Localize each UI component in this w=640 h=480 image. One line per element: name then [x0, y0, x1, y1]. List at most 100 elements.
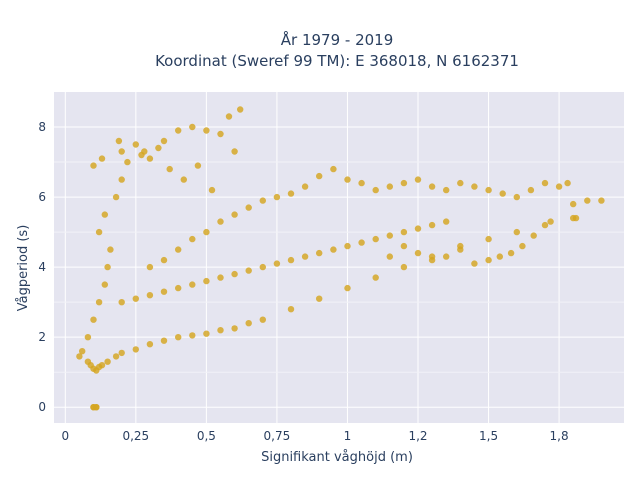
data-point — [101, 211, 109, 218]
data-point — [107, 246, 114, 253]
y-tick-label: 8 — [38, 120, 46, 134]
data-point — [98, 362, 106, 369]
data-point — [231, 211, 238, 218]
data-point — [231, 325, 238, 332]
data-point — [225, 113, 233, 120]
data-point — [572, 214, 580, 222]
data-point — [175, 284, 182, 292]
data-point — [79, 348, 86, 355]
data-point — [287, 306, 295, 313]
y-tick-label: 6 — [38, 190, 46, 204]
data-point — [485, 256, 492, 264]
data-point — [101, 281, 109, 288]
data-point — [259, 197, 266, 204]
data-points — [76, 106, 605, 411]
data-point — [93, 404, 100, 411]
data-point — [344, 176, 351, 183]
data-point — [301, 183, 309, 190]
data-point — [443, 253, 450, 260]
data-point — [217, 130, 224, 138]
data-point — [513, 228, 520, 236]
data-point — [160, 337, 168, 344]
data-point — [344, 284, 351, 292]
data-point — [84, 334, 92, 341]
x-axis-title: Signifikant våghöjd (m) — [261, 450, 413, 465]
data-point — [513, 193, 520, 201]
data-point — [166, 165, 173, 173]
data-point — [471, 260, 478, 267]
data-point — [189, 235, 196, 243]
data-point — [115, 137, 123, 145]
x-tick-label: 1,8 — [550, 429, 569, 443]
data-point — [160, 256, 168, 264]
data-point — [330, 165, 337, 173]
data-point — [112, 193, 120, 201]
data-point — [231, 148, 238, 155]
data-point — [189, 332, 196, 339]
data-point — [344, 242, 351, 250]
data-point — [124, 158, 131, 166]
data-point — [428, 221, 436, 229]
data-point — [146, 292, 154, 299]
data-point — [132, 141, 139, 148]
data-point — [414, 176, 422, 183]
data-point — [443, 218, 450, 225]
x-tick-label: 1 — [344, 429, 352, 443]
data-point — [203, 330, 210, 337]
data-point — [203, 127, 210, 134]
data-point — [499, 190, 506, 197]
data-point — [287, 256, 295, 264]
data-point — [316, 172, 323, 180]
data-point — [132, 295, 139, 302]
x-tick-label: 0 — [61, 429, 69, 443]
data-point — [316, 249, 323, 257]
data-point — [118, 349, 125, 357]
y-tick-label: 0 — [38, 400, 46, 414]
data-point — [273, 193, 281, 201]
data-point — [519, 242, 526, 250]
x-tick-label: 0,5 — [197, 429, 216, 443]
data-point — [98, 155, 106, 162]
data-point — [160, 288, 168, 295]
data-point — [90, 316, 97, 323]
chart-subtitle: Koordinat (Sweref 99 TM): E 368018, N 61… — [155, 52, 519, 70]
x-tick-label: 0,75 — [264, 429, 291, 443]
chart-title: År 1979 - 2019 — [281, 30, 394, 49]
data-point — [400, 242, 408, 250]
data-point — [76, 353, 83, 360]
x-tick-label: 0,25 — [122, 429, 149, 443]
data-point — [175, 246, 182, 253]
data-point — [90, 162, 97, 169]
data-point — [273, 260, 281, 267]
data-point — [555, 183, 563, 190]
y-tick-label: 2 — [38, 330, 46, 344]
data-point — [541, 179, 549, 187]
data-point — [245, 204, 252, 211]
data-point — [584, 197, 591, 204]
data-point — [400, 263, 408, 271]
data-point — [155, 144, 162, 152]
y-axis-title: Vågperiod (s) — [16, 225, 31, 312]
data-point — [194, 162, 202, 169]
data-point — [570, 200, 577, 208]
data-point — [457, 246, 464, 253]
data-point — [386, 253, 393, 260]
data-point — [245, 320, 252, 327]
grid-lines — [54, 92, 624, 423]
data-point — [496, 253, 503, 260]
data-point — [217, 274, 224, 281]
data-point — [132, 346, 139, 353]
data-point — [564, 179, 571, 187]
data-point — [146, 155, 154, 162]
data-point — [358, 179, 365, 187]
data-point — [372, 274, 379, 281]
data-point — [287, 190, 295, 197]
data-point — [208, 186, 216, 194]
data-point — [95, 299, 103, 306]
data-point — [485, 186, 492, 194]
data-point — [547, 218, 554, 225]
data-point — [527, 186, 535, 194]
y-tick-label: 4 — [38, 260, 46, 274]
